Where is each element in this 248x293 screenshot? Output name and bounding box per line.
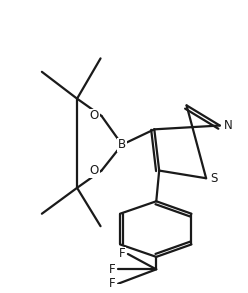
Text: F: F xyxy=(109,277,116,290)
Text: O: O xyxy=(90,109,99,122)
Text: F: F xyxy=(119,248,125,260)
Text: O: O xyxy=(90,164,99,177)
Text: F: F xyxy=(109,263,116,276)
Text: S: S xyxy=(210,172,217,185)
Text: B: B xyxy=(118,138,126,151)
Text: N: N xyxy=(223,119,232,132)
